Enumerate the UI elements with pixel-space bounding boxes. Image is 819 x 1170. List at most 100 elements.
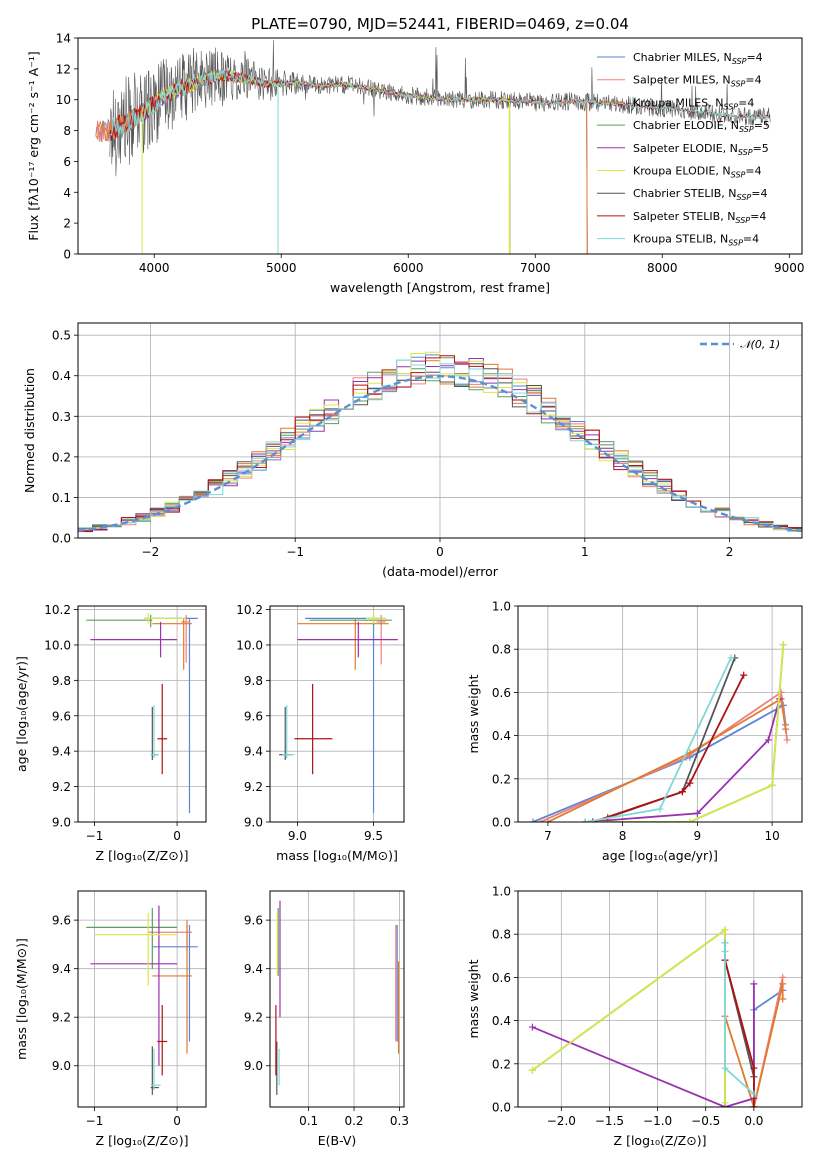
error-bars [86,905,198,1095]
y-tick-label: 0.0 [52,532,71,546]
age-vs-mass-panel: 9.0 9.5 9.0 9.2 9.4 9.6 9.8 10.0 10.2 mass [log₁₀… [236,603,405,863]
weight-marker [678,788,686,796]
chabrier-stelib-weight-line [724,942,755,1078]
weight-marker [779,641,787,649]
legend-tail: =4 [745,74,761,87]
y-axis-label: mass [log₁₀(M/M⊙)] [14,938,29,1060]
kroupa-stelib-weight-line [585,657,732,822]
weight-marker [721,1099,729,1107]
y-tick-label: 0.4 [492,1014,511,1028]
weight-marker [529,818,537,822]
spectrum-panel: 4000 5000 6000 7000 8000 9000 0 2 4 6 8 10 12 14 wavel… [26,32,805,296]
legend-entry: Kroupa MILES, NSSP=4 [633,96,754,111]
weight-marker [589,818,597,822]
salpeter-stelib-weight-line [724,959,755,1107]
x-tick-label: 10 [764,829,779,843]
kroupa-elodie-spectrum-line [141,70,511,254]
weight-vs-age-panel: 7 8 9 10 0.0 0.2 0.4 0.6 0.8 1.0 age [log₁₀(age/yr… [466,600,803,863]
weight-marker [779,980,787,988]
y-tick-label: 10.2 [44,603,71,617]
legend-label: Chabrier MILES, N [633,51,732,64]
weight-marker [721,939,729,947]
y-tick-label: 9.6 [52,914,71,928]
weight-marker [782,725,790,733]
x-axis-label: Z [log₁₀(Z/Z⊙)] [96,1133,189,1148]
legend-label: Salpeter STELIB, N [633,210,735,223]
weight-marker [686,779,694,787]
weight-marker [536,818,544,822]
x-tick-label: −2.0 [547,1114,576,1128]
weight-vs-metallicity-panel: −2.0 −1.5 −1.0 −0.5 0.0 0.0 0.2 0.4 0.6 0.8 1.0 Z [… [466,885,803,1148]
y-tick-label: 6 [63,155,71,169]
legend-tail: =4 [750,210,766,223]
legend-label: Kroupa MILES, N [633,96,723,109]
x-tick-label: 4000 [139,261,170,275]
plot-frame [269,605,405,823]
weight-marker [693,809,701,817]
y-tick-label: 9.4 [52,745,71,759]
weight-marker [721,926,729,934]
legend-label: Kroupa ELODIE, N [633,165,731,178]
chabrier-elodie-weight-line [585,644,785,822]
legend-label: Salpeter ELODIE, N [633,142,738,155]
legend-label: Salpeter MILES, N [633,74,731,87]
plot-frame [269,890,405,1108]
legend-tail: =5 [754,119,770,132]
x-tick-label: 8000 [647,261,678,275]
legend-entry: Salpeter MILES, NSSP=4 [633,74,762,89]
plot-frame [77,890,207,1108]
x-tick-label: 5000 [266,261,297,275]
y-tick-label: 0.6 [492,971,511,985]
legend-tail: =4 [745,165,761,178]
weight-marker [656,805,664,813]
y-tick-label: 0 [63,248,71,262]
legend-sub: SSP [739,125,754,134]
weight-marker [721,947,729,955]
mass-vs-ebv-panel: 0.1 0.2 0.3 9.0 9.2 9.4 9.6 E(B-V) [244,890,409,1148]
y-tick-label: 10 [56,93,71,107]
x-tick-label: 2 [726,545,734,559]
x-tick-label: −1.0 [643,1114,672,1128]
weight-marker [721,1064,729,1072]
legend-entry: Chabrier ELODIE, NSSP=5 [633,119,770,134]
y-tick-label: 9.2 [52,780,71,794]
y-tick-label: 0.3 [52,410,71,424]
legend-entry: Chabrier STELIB, NSSP=4 [633,187,767,202]
normal-curve [78,374,802,533]
x-tick-label: 0.1 [299,1114,318,1128]
x-tick-label: 6000 [393,261,424,275]
legend-entry: Chabrier MILES, NSSP=4 [633,51,763,66]
x-tick-label: 0.3 [390,1114,409,1128]
y-tick-label: 9.2 [244,780,263,794]
histograms [78,351,802,534]
x-tick-label: −1 [86,1114,104,1128]
x-tick-label: 7000 [520,261,551,275]
plot-frame [77,605,207,823]
x-tick-label: 0.2 [344,1114,363,1128]
age-vs-metallicity-panel: −1 0 9.0 9.2 9.4 9.6 9.8 10.0 10.2 Z [log₁₀(Z/Z⊙)… [14,603,207,863]
legend-tail: =4 [743,233,759,246]
weight-marker [768,781,776,789]
legend-tail: =4 [746,51,762,64]
y-tick-label: 0.0 [492,1101,511,1115]
y-tick-label: 9.4 [244,745,263,759]
legend-entry: Salpeter STELIB, NSSP=4 [633,210,766,225]
chabrier-miles-weight-line [532,703,787,822]
y-axis-label: age [log₁₀(age/yr)] [14,656,29,772]
y-tick-label: 9.6 [244,709,263,723]
legend-entry: Kroupa STELIB, NSSP=4 [633,233,759,248]
legend-sub: SSP [732,57,747,66]
x-tick-label: −1 [86,829,104,843]
legend-sub: SSP [731,80,746,89]
legend-tail: =5 [753,142,769,155]
weight-marker [779,995,787,1003]
y-tick-label: 0.2 [52,450,71,464]
y-tick-label: 9.8 [244,674,263,688]
y-tick-label: 1.0 [492,600,511,614]
kroupa-miles-weight-line [547,697,787,822]
y-tick-label: 9.4 [52,962,71,976]
x-axis-label: Z [log₁₀(Z/Z⊙)] [614,1133,707,1148]
x-tick-label: 0 [436,545,444,559]
